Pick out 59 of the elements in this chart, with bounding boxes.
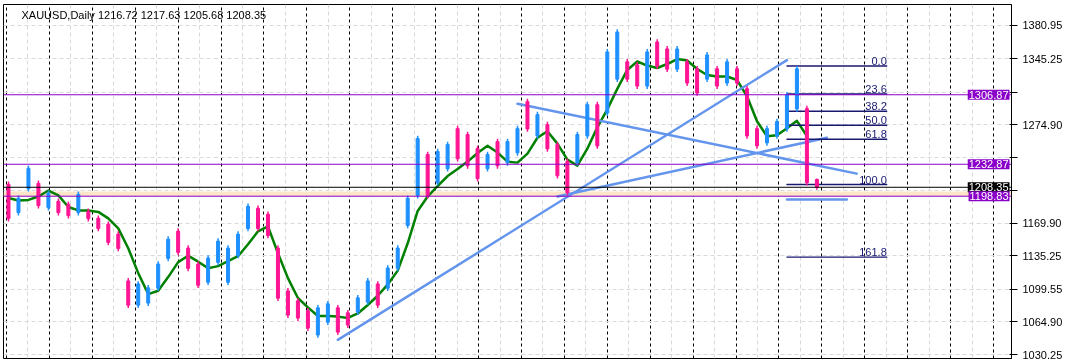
- candlestick: [106, 220, 111, 247]
- y-tick-label: 1380.95: [1022, 19, 1063, 32]
- series-label: 0.0: [871, 55, 887, 67]
- candlestick: [216, 237, 221, 266]
- candlestick: [176, 227, 181, 256]
- ref-line-label: 1198.83: [969, 190, 1009, 203]
- candlestick: [76, 190, 81, 217]
- series-label: 100.0: [859, 173, 887, 186]
- candlestick: [196, 260, 201, 289]
- candlestick: [325, 300, 330, 326]
- series-label: 38.2: [865, 100, 887, 113]
- candlestick: [635, 61, 640, 90]
- candlestick: [246, 202, 251, 233]
- y-tick-label: 1135.25: [1022, 249, 1062, 262]
- candlestick: [755, 125, 759, 150]
- candlestick: [675, 45, 680, 73]
- candlestick: [146, 284, 151, 307]
- candlestick: [715, 65, 720, 90]
- y-tick-label: 1345.25: [1022, 52, 1063, 65]
- candlestick: [625, 58, 630, 83]
- candlestick: [375, 280, 380, 309]
- candlestick: [166, 235, 171, 262]
- candlestick: [186, 244, 191, 272]
- y-tick-label: 1064.90: [1022, 315, 1063, 328]
- y-tick-label: 1274.90: [1022, 118, 1063, 131]
- candlestick: [535, 111, 540, 140]
- chart-title: XAUUSD,Daily 1216.72 1217.63 1205.68 1208.35: [21, 8, 267, 21]
- candlestick: [256, 204, 260, 233]
- candlestick: [36, 179, 41, 210]
- candlestick: [764, 125, 769, 147]
- ref-line-label: 1232.87: [968, 158, 1009, 171]
- y-tick-label: 1169.90: [1022, 217, 1062, 230]
- series-label: 23.6: [865, 82, 887, 95]
- candlestick: [385, 264, 390, 292]
- series-label: 61.8: [865, 128, 887, 141]
- series-label: 50.0: [865, 114, 887, 127]
- candlestick: [16, 194, 21, 217]
- candlestick: [355, 294, 360, 316]
- candlestick: [665, 45, 670, 73]
- series-label: 161.8: [859, 246, 887, 259]
- candlestick: [395, 244, 400, 272]
- candlestick: [26, 164, 31, 193]
- candlestick: [505, 138, 510, 167]
- candlestick: [774, 118, 779, 140]
- candlestick: [305, 307, 310, 332]
- candlestick: [265, 210, 270, 240]
- candlestick: [685, 58, 690, 87]
- y-tick-label: 1099.55: [1022, 283, 1063, 296]
- candlestick: [236, 230, 241, 259]
- candlestick: [735, 65, 740, 87]
- candlestick: [485, 150, 490, 173]
- candlestick: [365, 277, 370, 306]
- ref-line-label: 1306.87: [968, 88, 1009, 101]
- candlestick: [295, 297, 300, 322]
- y-tick-label: 1030.25: [1022, 348, 1063, 361]
- candlestick: [136, 280, 141, 309]
- candlestick: [116, 230, 121, 253]
- candlestick: [725, 58, 730, 87]
- ref-line-label: 1208.35: [968, 181, 1009, 194]
